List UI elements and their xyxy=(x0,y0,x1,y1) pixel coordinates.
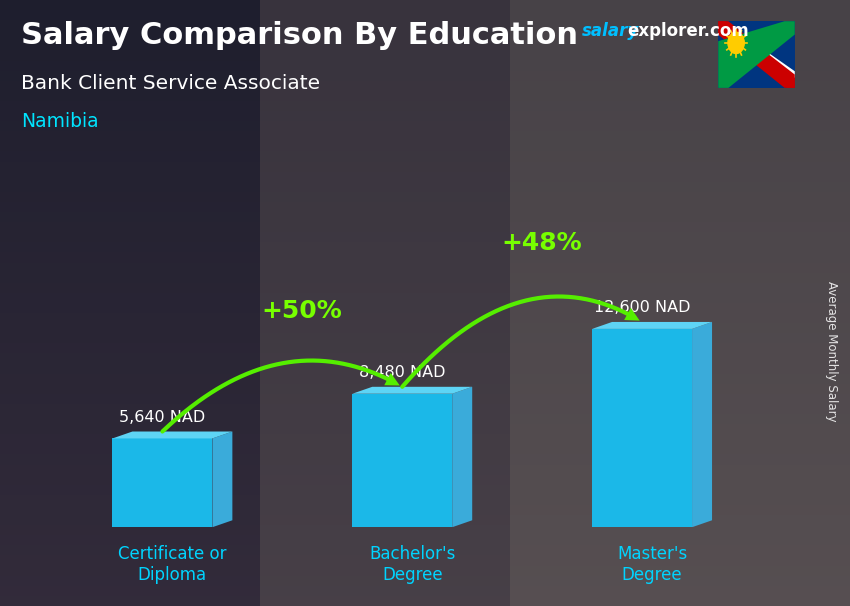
Polygon shape xyxy=(718,21,795,88)
Polygon shape xyxy=(212,431,232,527)
Text: +48%: +48% xyxy=(501,230,581,255)
Text: Bank Client Service Associate: Bank Client Service Associate xyxy=(21,74,320,93)
Polygon shape xyxy=(718,21,795,88)
Bar xyxy=(592,329,692,527)
Text: Bachelor's
Degree: Bachelor's Degree xyxy=(369,545,456,584)
Text: Average Monthly Salary: Average Monthly Salary xyxy=(824,281,838,422)
Circle shape xyxy=(728,32,745,53)
Text: +50%: +50% xyxy=(261,299,342,324)
Text: 8,480 NAD: 8,480 NAD xyxy=(359,365,445,380)
Text: 12,600 NAD: 12,600 NAD xyxy=(594,300,690,315)
Text: Salary Comparison By Education: Salary Comparison By Education xyxy=(21,21,578,50)
Polygon shape xyxy=(452,387,473,527)
Polygon shape xyxy=(112,431,232,439)
Polygon shape xyxy=(718,21,795,88)
Polygon shape xyxy=(592,322,712,329)
Bar xyxy=(352,394,452,527)
Text: 5,640 NAD: 5,640 NAD xyxy=(119,410,206,425)
Polygon shape xyxy=(692,322,712,527)
Text: salary: salary xyxy=(582,22,639,41)
Text: Certificate or
Diploma: Certificate or Diploma xyxy=(118,545,227,584)
Polygon shape xyxy=(352,387,473,394)
Text: Master's
Degree: Master's Degree xyxy=(617,545,687,584)
Text: Namibia: Namibia xyxy=(21,112,99,131)
Bar xyxy=(112,439,212,527)
Polygon shape xyxy=(718,21,795,88)
Text: explorer.com: explorer.com xyxy=(627,22,749,41)
